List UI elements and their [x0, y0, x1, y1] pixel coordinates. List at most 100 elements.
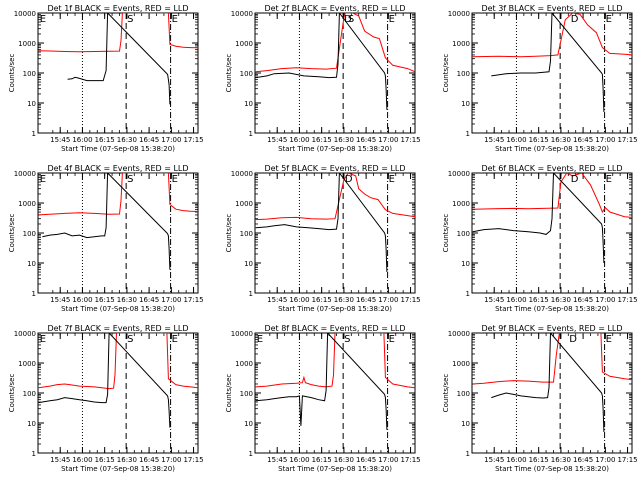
y-tick-label: 1 — [32, 130, 36, 138]
x-tick-label: 16:30 — [334, 296, 354, 304]
series-events-black — [491, 333, 605, 433]
x-tick-label: 16:45 — [573, 456, 593, 464]
marker-label: S — [348, 14, 354, 25]
x-tick-label: 17:00 — [595, 456, 615, 464]
x-tick-label: 15:45 — [267, 136, 287, 144]
series-events-black — [38, 333, 171, 428]
panel-3: Det 3f BLACK = Events, RED = LLD 1 10 100 10… — [442, 4, 638, 153]
series-lld-red — [255, 173, 415, 221]
panel-7: Det 7f BLACK = Events, RED = LLD 1 10 100 10… — [8, 324, 204, 473]
series-lld-red — [472, 173, 632, 218]
x-tick-label: 17:15 — [183, 136, 203, 144]
y-tick-label: 10000 — [448, 10, 470, 18]
y-tick-label: 10 — [27, 260, 36, 268]
marker-label: E — [389, 14, 395, 25]
y-tick-label: 100 — [240, 70, 253, 78]
x-tick-label: 16:00 — [72, 136, 92, 144]
x-tick-label: 15:45 — [484, 136, 504, 144]
x-tick-label: 16:30 — [334, 136, 354, 144]
x-tick-label: 16:30 — [334, 456, 354, 464]
y-tick-label: 100 — [240, 390, 253, 398]
x-axis-label: Start Time (07-Sep-08 15:38:20) — [495, 305, 609, 313]
y-tick-label: 10000 — [231, 10, 253, 18]
panel-title: Det 4f BLACK = Events, RED = LLD — [47, 164, 188, 173]
series-lld-red — [38, 13, 198, 53]
marker-label: E — [40, 14, 46, 25]
y-axis-label: Counts/sec — [8, 214, 16, 253]
x-tick-label: 16:00 — [289, 296, 309, 304]
panel-2: Det 2f BLACK = Events, RED = LLD 1 10 100 10… — [225, 4, 421, 153]
x-axis-label: Start Time (07-Sep-08 15:38:20) — [278, 465, 392, 473]
y-tick-label: 100 — [457, 390, 470, 398]
plot-frame — [471, 172, 633, 294]
x-tick-label: 16:15 — [95, 456, 115, 464]
y-tick-label: 1 — [466, 290, 470, 298]
panel-title: Det 9f BLACK = Events, RED = LLD — [481, 324, 622, 333]
x-tick-label: 16:15 — [312, 456, 332, 464]
series-events-black — [67, 13, 171, 105]
y-tick-label: 1 — [249, 130, 253, 138]
marker-label: E — [172, 174, 178, 185]
plot-frame — [37, 172, 199, 294]
series-lld-red — [255, 13, 415, 73]
y-tick-label: 1000 — [235, 360, 253, 368]
x-tick-label: 17:00 — [378, 456, 398, 464]
x-tick-label: 16:00 — [506, 296, 526, 304]
x-tick-label: 17:00 — [161, 136, 181, 144]
y-tick-label: 1 — [466, 450, 470, 458]
x-tick-label: 17:00 — [378, 136, 398, 144]
x-axis-label: Start Time (07-Sep-08 15:38:20) — [61, 145, 175, 153]
marker-label: E — [606, 174, 612, 185]
x-tick-label: 16:15 — [529, 296, 549, 304]
x-tick-label: 16:00 — [506, 136, 526, 144]
marker-label: D — [344, 14, 352, 25]
plot-frame — [471, 332, 633, 454]
x-tick-label: 16:00 — [289, 136, 309, 144]
panel-title: Det 6f BLACK = Events, RED = LLD — [481, 164, 622, 173]
x-tick-label: 17:00 — [161, 456, 181, 464]
x-tick-label: 17:15 — [400, 136, 420, 144]
x-tick-label: 15:45 — [484, 296, 504, 304]
y-tick-label: 100 — [23, 70, 36, 78]
x-tick-label: 16:30 — [551, 136, 571, 144]
series-events-black — [491, 13, 605, 113]
x-tick-label: 16:15 — [529, 136, 549, 144]
x-axis-label: Start Time (07-Sep-08 15:38:20) — [61, 305, 175, 313]
x-tick-label: 16:30 — [117, 136, 137, 144]
x-tick-label: 16:30 — [551, 456, 571, 464]
x-tick-label: 16:30 — [551, 296, 571, 304]
x-tick-label: 17:15 — [400, 296, 420, 304]
series-lld-red — [38, 333, 198, 390]
y-tick-label: 10 — [461, 100, 470, 108]
x-tick-label: 16:30 — [117, 456, 137, 464]
marker-label: D — [571, 14, 579, 25]
x-tick-label: 16:45 — [573, 136, 593, 144]
x-tick-label: 17:15 — [617, 136, 637, 144]
plot-frame — [254, 332, 416, 454]
x-tick-label: 17:15 — [617, 296, 637, 304]
x-axis-label: Start Time (07-Sep-08 15:38:20) — [495, 465, 609, 473]
x-tick-label: 17:15 — [183, 296, 203, 304]
y-tick-label: 1 — [249, 450, 253, 458]
marker-label: S — [344, 334, 350, 345]
marker-label: S — [127, 174, 133, 185]
x-tick-label: 16:45 — [356, 296, 376, 304]
x-tick-label: 16:45 — [356, 136, 376, 144]
y-tick-label: 10000 — [14, 10, 36, 18]
series-events-black — [255, 333, 388, 430]
y-axis-label: Counts/sec — [8, 54, 16, 93]
plot-frame — [254, 172, 416, 294]
x-axis-label: Start Time (07-Sep-08 15:38:20) — [61, 465, 175, 473]
y-tick-label: 1 — [466, 130, 470, 138]
marker-label: D — [345, 174, 353, 185]
x-axis-label: Start Time (07-Sep-08 15:38:20) — [278, 305, 392, 313]
y-tick-label: 1 — [32, 450, 36, 458]
x-axis-label: Start Time (07-Sep-08 15:38:20) — [495, 145, 609, 153]
series-lld-red — [255, 333, 415, 389]
y-axis-label: Counts/sec — [8, 374, 16, 413]
panel-9: Det 9f BLACK = Events, RED = LLD 1 10 100 10… — [442, 324, 638, 473]
y-tick-label: 100 — [240, 230, 253, 238]
y-tick-label: 1000 — [235, 40, 253, 48]
x-tick-label: 16:00 — [72, 296, 92, 304]
